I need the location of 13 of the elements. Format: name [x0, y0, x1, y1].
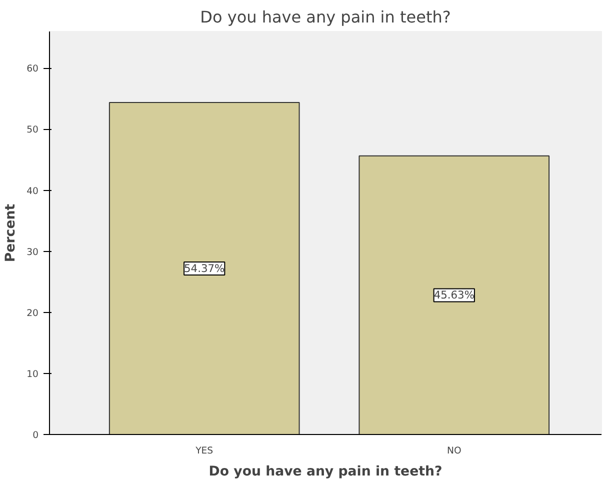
- chart-title: Do you have any pain in teeth?: [200, 8, 451, 26]
- y-tick-label: 30: [26, 246, 39, 258]
- y-tick-label: 20: [26, 308, 39, 319]
- data-label: 54.37%: [184, 262, 225, 276]
- y-tick-label: 0: [32, 430, 39, 441]
- y-tick-label: 10: [26, 368, 39, 380]
- x-axis-title: Do you have any pain in teeth?: [208, 464, 442, 480]
- y-tick-label: 60: [26, 64, 39, 75]
- y-tick-label: 40: [26, 186, 39, 197]
- x-tick-label: NO: [446, 446, 462, 456]
- y-axis-title: Percent: [4, 203, 19, 262]
- x-tick-label: YES: [194, 446, 214, 456]
- y-tick-label: 50: [26, 124, 39, 136]
